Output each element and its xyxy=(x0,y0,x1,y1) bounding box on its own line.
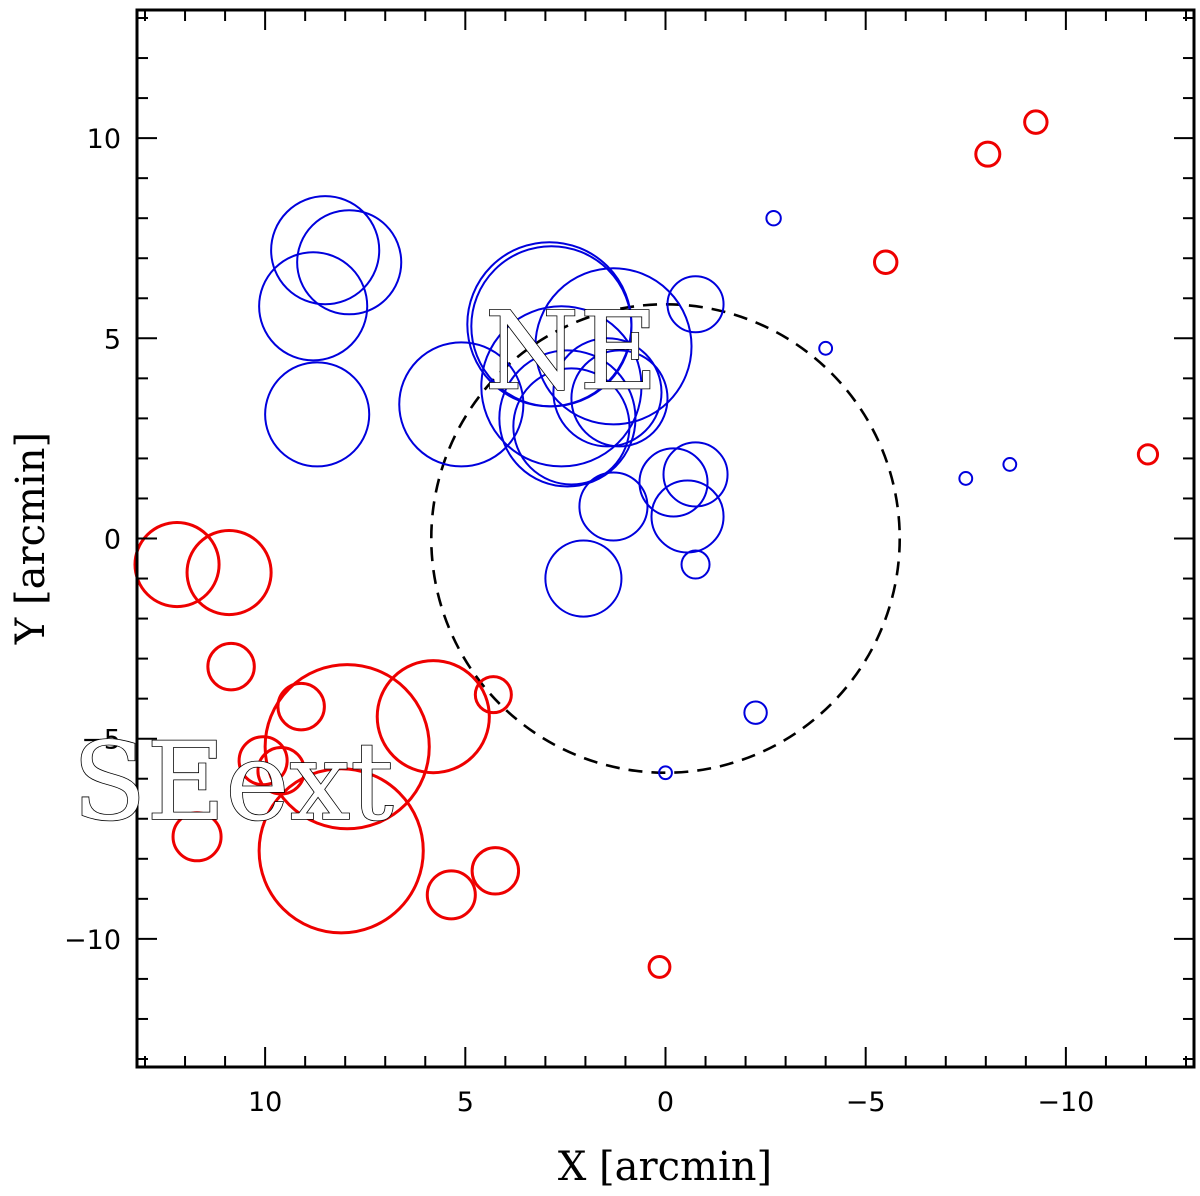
circle-marker xyxy=(570,349,669,448)
y-tick-label: 0 xyxy=(104,525,121,556)
circle-marker xyxy=(872,249,899,275)
series-seext xyxy=(133,109,1160,979)
x-axis-label: X [arcmin] xyxy=(558,1144,772,1190)
circle-marker xyxy=(425,869,477,921)
y-tick-label: 10 xyxy=(87,124,121,155)
circle-marker xyxy=(743,700,768,725)
y-tick-label: 5 xyxy=(104,324,121,355)
circle-marker xyxy=(296,209,403,316)
plot-area xyxy=(133,109,1160,979)
y-axis-label: Y [arcmin] xyxy=(8,432,54,645)
circle-marker xyxy=(578,471,649,542)
circle-marker xyxy=(375,659,491,775)
circle-marker xyxy=(666,275,725,334)
circle-marker xyxy=(974,140,1002,168)
y-tick-label: −10 xyxy=(64,925,121,956)
region-label-seext: SEext xyxy=(72,720,393,845)
circle-marker xyxy=(263,663,431,831)
circle-marker xyxy=(818,340,834,356)
dashed-reference-circle xyxy=(429,302,902,775)
circle-marker xyxy=(647,954,672,979)
y-tick-label: −5 xyxy=(81,725,121,756)
tick-labels: 10 5 0 −5 −10 10 5 0 −5 −10 xyxy=(64,124,1094,1118)
circle-marker xyxy=(534,267,693,426)
x-tick-label: −5 xyxy=(846,1087,886,1118)
x-tick-label: 10 xyxy=(248,1087,282,1118)
circle-marker xyxy=(470,846,521,896)
circle-marker xyxy=(1002,457,1018,472)
circle-marker xyxy=(206,641,256,692)
circle-marker xyxy=(1136,443,1160,466)
region-label-ne: NE xyxy=(485,289,659,414)
circle-marker xyxy=(662,441,729,508)
series-ne xyxy=(258,195,1018,781)
circle-marker xyxy=(257,767,425,935)
circle-marker xyxy=(470,245,633,408)
circle-marker xyxy=(258,251,369,362)
circle-marker xyxy=(680,549,711,580)
circle-marker xyxy=(1023,109,1049,135)
circle-marker xyxy=(133,520,221,609)
circle-marker xyxy=(398,341,525,468)
circle-marker xyxy=(276,681,326,732)
circle-marker xyxy=(473,675,513,715)
circle-marker xyxy=(544,539,623,618)
x-tick-label: 5 xyxy=(457,1087,474,1118)
circle-marker xyxy=(171,811,223,863)
plot-frame xyxy=(135,8,1196,1069)
x-tick-label: −10 xyxy=(1037,1087,1094,1118)
circle-marker xyxy=(958,471,974,486)
x-tick-label: 0 xyxy=(657,1087,674,1118)
circle-marker xyxy=(480,305,643,468)
circle-marker xyxy=(512,367,631,486)
circle-marker xyxy=(638,447,709,518)
circle-marker xyxy=(185,528,273,617)
circle-marker xyxy=(270,195,381,306)
circle-marker xyxy=(658,765,673,781)
circle-marker xyxy=(552,337,663,448)
circle-marker xyxy=(765,209,782,227)
region-labels: NE SEext xyxy=(72,289,659,846)
circle-marker xyxy=(498,349,637,488)
axis-ticks xyxy=(137,10,1194,1067)
circle-marker xyxy=(264,361,371,468)
